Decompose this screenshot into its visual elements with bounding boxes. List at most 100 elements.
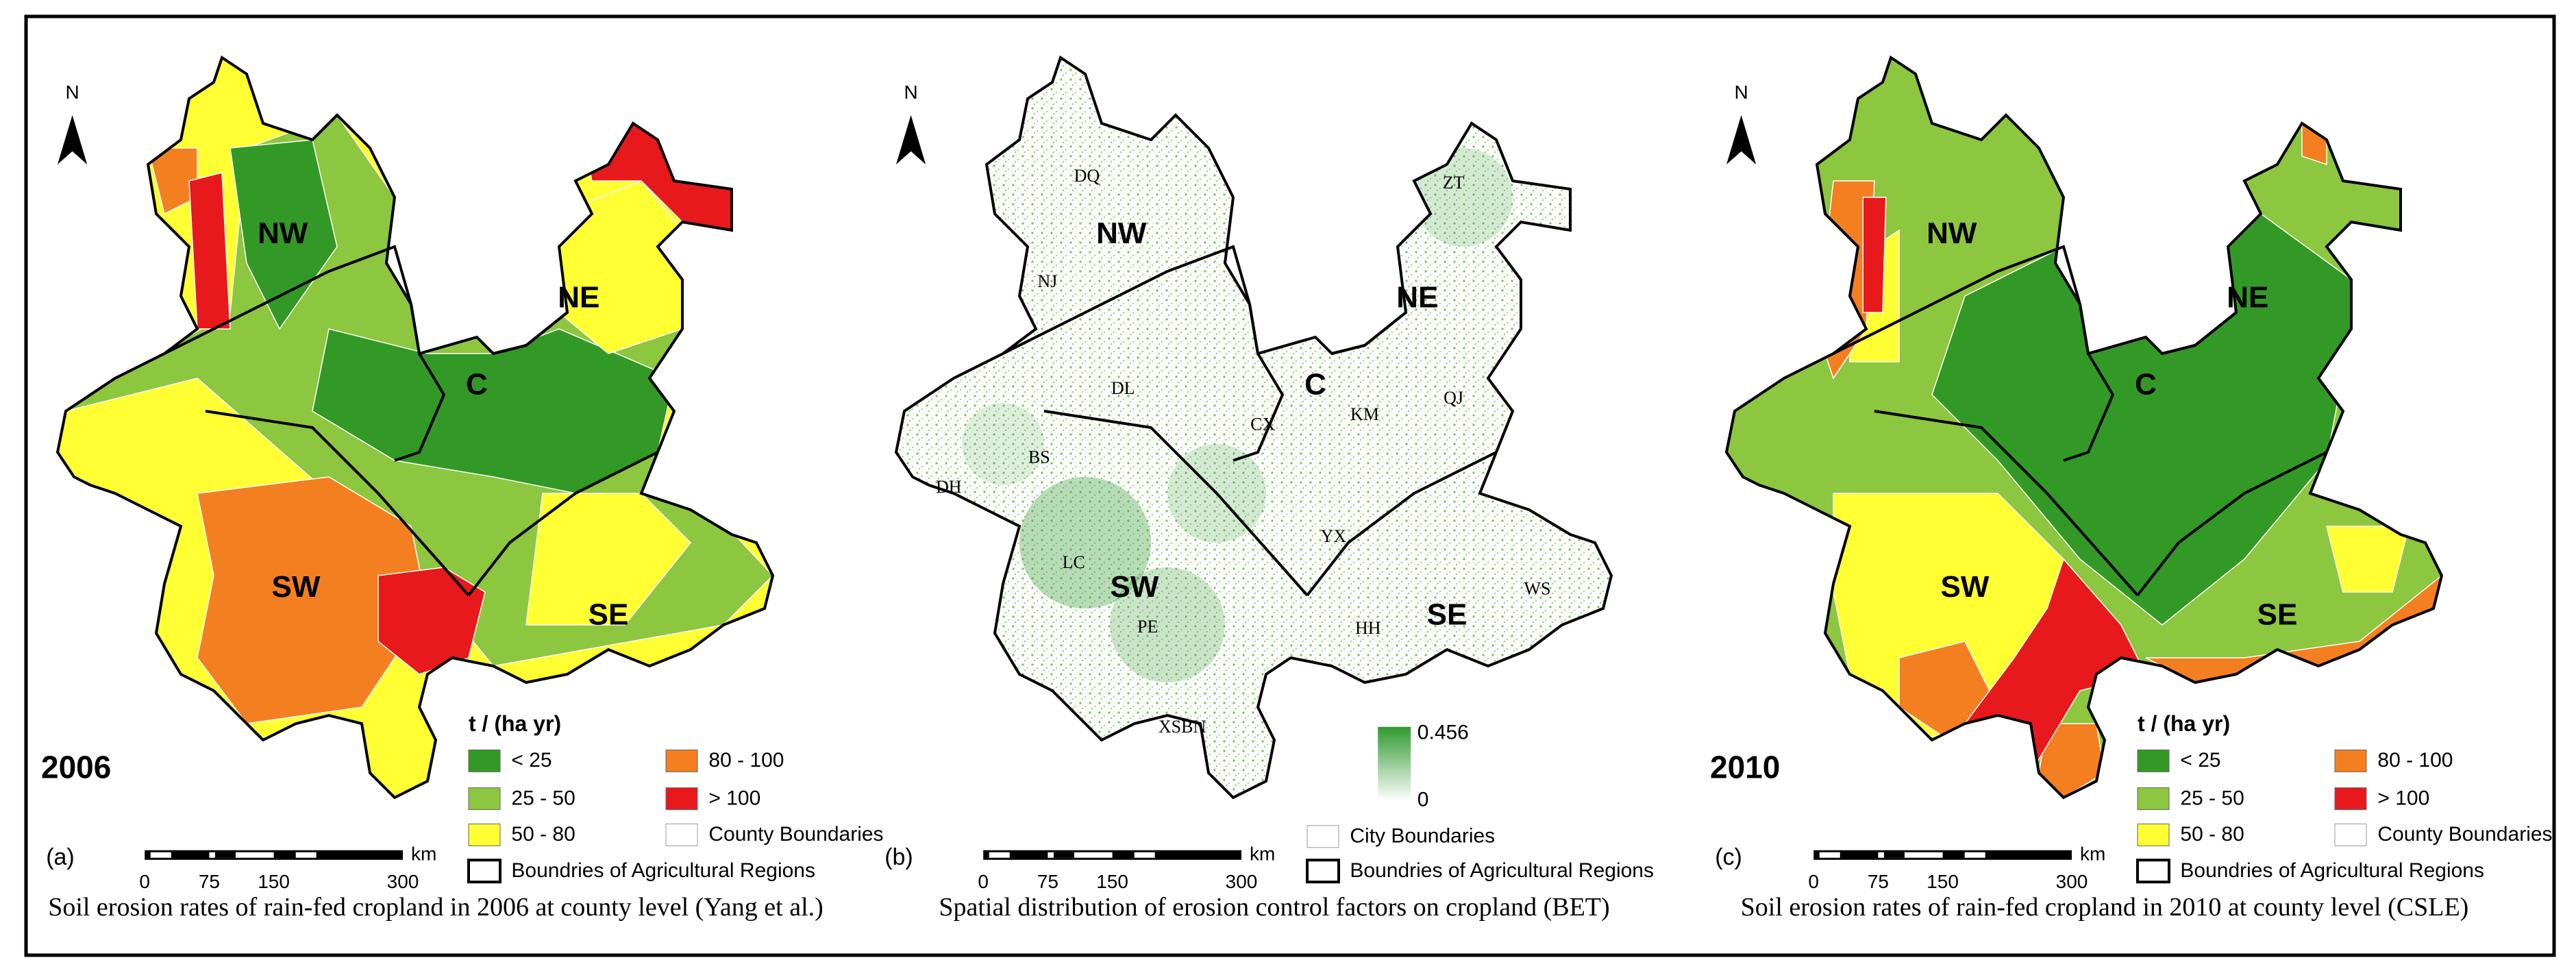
scale-label: 75: [199, 871, 220, 892]
region-boundary: [467, 451, 658, 597]
figure-border: [24, 14, 2556, 957]
map-outline: [894, 55, 1613, 800]
region-label: NW: [258, 217, 308, 250]
north-label: N: [904, 82, 917, 103]
region-label: NW: [1096, 217, 1147, 250]
scale-unit: km: [2080, 843, 2105, 864]
region-boundary: [2136, 451, 2327, 597]
scale-label: 300: [2056, 871, 2088, 892]
north-arrow: [1726, 115, 1757, 164]
legend-label: < 25: [511, 749, 552, 772]
legend-swatch: [665, 787, 698, 811]
legend-swatch: [468, 787, 501, 811]
city-label: LC: [1063, 552, 1085, 572]
scale-segment: [209, 852, 274, 858]
gradient-bar: [1378, 726, 1411, 801]
region-label: C: [2135, 368, 2157, 402]
legend-swatch: [467, 859, 501, 884]
caption: Spatial distribution of erosion control …: [939, 893, 1609, 922]
region-label: SE: [589, 598, 629, 632]
city-label: WS: [1524, 579, 1551, 599]
city-label: ZT: [1443, 173, 1465, 193]
legend-swatch: [2334, 823, 2367, 846]
panel-label: (c): [1715, 844, 1742, 870]
north-arrow: [896, 115, 926, 164]
scale-label: 75: [1037, 871, 1058, 892]
scale-segment: [1878, 852, 1943, 858]
county-area: [197, 476, 428, 724]
legend-swatch: [1306, 825, 1339, 848]
region-label: NE: [2227, 280, 2268, 314]
legend-swatch: [2334, 787, 2367, 811]
legend-swatch: [2137, 749, 2170, 772]
legend-label: > 100: [2377, 787, 2429, 809]
north-label: N: [65, 82, 79, 103]
legend-label: Boundries of Agricultural Regions: [2180, 859, 2484, 882]
region-boundary: [1874, 410, 2139, 597]
legend-label: 25 - 50: [2180, 787, 2244, 809]
county-area: [525, 493, 692, 626]
scale-segment: [150, 852, 171, 858]
legend-swatch: [2137, 823, 2170, 846]
scale-unit: km: [1250, 843, 1275, 864]
city-label: KM: [1350, 404, 1379, 424]
cropland-patch: [962, 403, 1044, 485]
map-outline: [55, 55, 775, 800]
cropland-patch: [1414, 148, 1513, 247]
county-area: [1862, 197, 1887, 313]
region-label: SW: [272, 570, 321, 604]
legend-label: Boundries of Agricultural Regions: [1350, 859, 1654, 882]
north-arrow: [58, 115, 88, 164]
legend-label: City Boundaries: [1350, 825, 1495, 848]
county-area: [2038, 723, 2105, 798]
region-label: NE: [558, 280, 599, 314]
region-boundary: [1306, 451, 1497, 597]
scale-bar: [1813, 850, 2072, 860]
scale-segment: [1048, 852, 1113, 858]
north-label: N: [1734, 82, 1748, 103]
gradient-max: 0.456: [1417, 721, 1469, 743]
legend-label: 50 - 80: [2180, 823, 2244, 846]
region-label: SE: [2257, 598, 2298, 632]
region-label: SW: [1111, 570, 1159, 604]
city-label: DH: [936, 477, 962, 497]
legend-swatch: [468, 749, 501, 772]
scale-label: 0: [139, 871, 150, 892]
legend-swatch: [1306, 859, 1340, 884]
city-label: BS: [1028, 447, 1050, 467]
region-label: SE: [1427, 598, 1467, 632]
legend-swatch: [2334, 749, 2367, 772]
panel: N NW NE C SW SE DQ NJ DL BS DH CX KM QJ ZT YX LC PE HH WS XS…: [884, 55, 1654, 922]
region-label: C: [466, 368, 488, 402]
scale-label: 150: [1927, 871, 1959, 892]
scale-segment: [214, 852, 236, 858]
legend-label: < 25: [2180, 749, 2220, 772]
city-label: HH: [1355, 618, 1381, 638]
legend-label: 80 - 100: [708, 749, 784, 772]
cropland-patch: [1019, 477, 1151, 608]
scale-segment: [295, 852, 317, 858]
city-label: CX: [1250, 415, 1275, 434]
county-area: [188, 172, 231, 330]
region-boundary: [2063, 352, 2115, 462]
scale-segment: [1964, 852, 1985, 858]
panel-label: (a): [46, 844, 75, 870]
legend-label: 25 - 50: [511, 787, 575, 809]
legend-label: > 100: [708, 787, 760, 809]
scale-label: 0: [1808, 871, 1819, 892]
legend-title: t / (ha yr): [2138, 711, 2230, 736]
legend-label: Boundries of Agricultural Regions: [511, 859, 815, 882]
map-patches: [962, 148, 1513, 682]
map-fill: [896, 58, 1611, 798]
legend-label: 80 - 100: [2377, 749, 2453, 772]
region-boundary: [394, 352, 446, 462]
legend-swatch: [665, 823, 698, 846]
scale-label: 300: [387, 871, 419, 892]
legend-label: 50 - 80: [511, 823, 575, 846]
map-outline: [1724, 55, 2444, 800]
scale-label: 300: [1226, 871, 1258, 892]
city-label: PE: [1137, 617, 1158, 637]
city-label: YX: [1321, 526, 1347, 546]
gradient-min: 0: [1417, 789, 1429, 811]
